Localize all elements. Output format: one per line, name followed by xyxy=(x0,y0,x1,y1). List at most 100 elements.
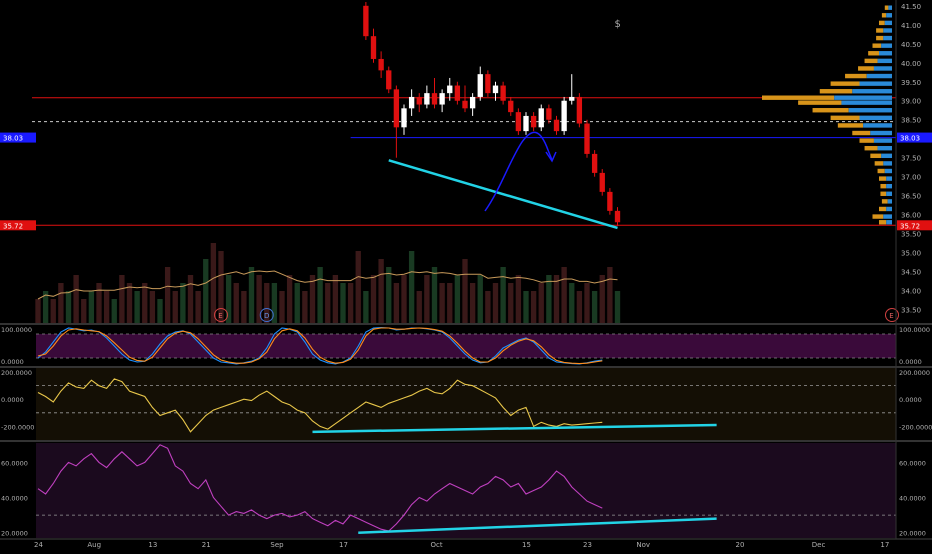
volume-profile-bar xyxy=(888,5,892,10)
price-label-left-text: 35.72 xyxy=(3,222,23,230)
volume-profile-bar xyxy=(881,153,892,159)
volume-profile-bar xyxy=(834,95,892,100)
indicator-trendline xyxy=(358,517,717,534)
volume-bar xyxy=(386,267,392,323)
volume-bar xyxy=(103,291,110,323)
event-marker[interactable] xyxy=(259,308,274,322)
candle-body xyxy=(553,119,560,132)
price-label-left xyxy=(0,220,36,231)
volume-profile-bar xyxy=(845,73,867,79)
candle-body xyxy=(386,70,392,90)
candle-body xyxy=(561,100,567,132)
price-label-left-text: 38.03 xyxy=(3,135,23,143)
price-tick-label: 39.50 xyxy=(901,79,921,87)
candle-body xyxy=(576,96,583,124)
price-tick-label: 37.00 xyxy=(901,174,921,182)
price-label-left xyxy=(0,132,36,143)
candle-body xyxy=(599,172,605,192)
volume-profile-bar xyxy=(886,191,892,196)
candle-body xyxy=(500,85,506,101)
x-axis-label: 23 xyxy=(583,541,592,549)
price-tick-label: 34.00 xyxy=(901,288,921,296)
event-marker-label: E xyxy=(218,312,222,320)
volume-bar xyxy=(340,283,346,323)
volume-profile-bar xyxy=(866,73,892,79)
volume-bar xyxy=(546,275,552,323)
projection-arrow xyxy=(545,151,557,163)
volume-bar xyxy=(416,291,422,323)
candle-body xyxy=(393,89,400,128)
candle-body xyxy=(378,58,384,71)
volume-profile-bar xyxy=(837,123,864,128)
indicator-tick-label: -200.0000 xyxy=(899,423,932,431)
volume-bar xyxy=(424,275,430,323)
volume-bar xyxy=(225,275,232,323)
volume-bar xyxy=(569,283,575,323)
volume-profile-bar xyxy=(870,130,892,136)
volume-bar xyxy=(401,275,407,323)
candle-body xyxy=(462,100,468,109)
candle-body xyxy=(431,93,438,105)
candle-body xyxy=(469,96,476,109)
volume-profile-bar xyxy=(876,28,884,33)
volume-profile-bar xyxy=(884,20,892,26)
volume-bar xyxy=(492,283,499,323)
volume-profile-bar xyxy=(872,214,884,219)
volume-profile-bar xyxy=(886,13,892,18)
volume-bar xyxy=(393,283,400,323)
volume-bar xyxy=(447,283,453,323)
volume-profile-bar xyxy=(879,20,885,26)
volume-bar xyxy=(454,275,461,323)
event-marker[interactable] xyxy=(885,308,899,322)
candle-body xyxy=(614,210,621,223)
volume-profile-bar xyxy=(864,146,878,151)
volume-bar xyxy=(599,275,605,323)
x-axis-label: 17 xyxy=(339,541,348,549)
volume-bar xyxy=(530,291,537,323)
volume-bar xyxy=(439,283,445,323)
volume-bar xyxy=(538,283,544,323)
price-label-right-text: 38.03 xyxy=(900,135,920,143)
volume-bar xyxy=(264,283,270,323)
candle-body xyxy=(538,108,544,128)
price-tick-label: 36.50 xyxy=(901,193,921,201)
candle-body xyxy=(363,5,369,37)
volume-bar xyxy=(431,267,438,323)
volume-profile-bar xyxy=(858,66,874,71)
dollar-marker: $ xyxy=(615,19,621,30)
price-tick-label: 35.00 xyxy=(901,250,921,258)
volume-bar xyxy=(508,283,514,323)
candle-body xyxy=(530,115,537,128)
volume-profile-bar xyxy=(886,206,892,212)
price-tick-label: 40.00 xyxy=(901,60,921,68)
price-tick-label: 41.50 xyxy=(901,3,921,11)
event-marker-label: D xyxy=(264,312,269,320)
price-tick-label: 33.50 xyxy=(901,307,921,315)
volume-bar xyxy=(96,283,102,323)
x-axis-label: Nov xyxy=(636,541,650,549)
volume-bar xyxy=(408,251,415,323)
volume-profile-bar xyxy=(859,81,892,86)
volume-profile-bar xyxy=(887,199,892,204)
indicator-tick-label-left: 0.0000 xyxy=(1,396,24,404)
price-tick-label: 39.00 xyxy=(901,98,921,106)
volume-profile-bar xyxy=(868,51,879,56)
volume-profile-bar xyxy=(879,220,887,225)
volume-profile-bar xyxy=(852,130,871,136)
event-marker[interactable] xyxy=(214,308,228,322)
volume-bar xyxy=(309,275,316,323)
candle-body xyxy=(569,96,575,101)
indicator-tick-label: 40.0000 xyxy=(899,495,926,503)
volume-bar xyxy=(325,283,331,323)
volume-profile-bar xyxy=(881,199,888,204)
indicator-tick-label: 20.0000 xyxy=(899,530,926,538)
volume-profile-bar xyxy=(879,51,892,56)
volume-bar xyxy=(233,283,239,323)
volume-bar xyxy=(126,283,133,323)
candle-body xyxy=(492,85,499,94)
projection-curve xyxy=(484,131,553,212)
indicator-band xyxy=(36,334,896,358)
volume-profile-bar xyxy=(879,176,887,181)
